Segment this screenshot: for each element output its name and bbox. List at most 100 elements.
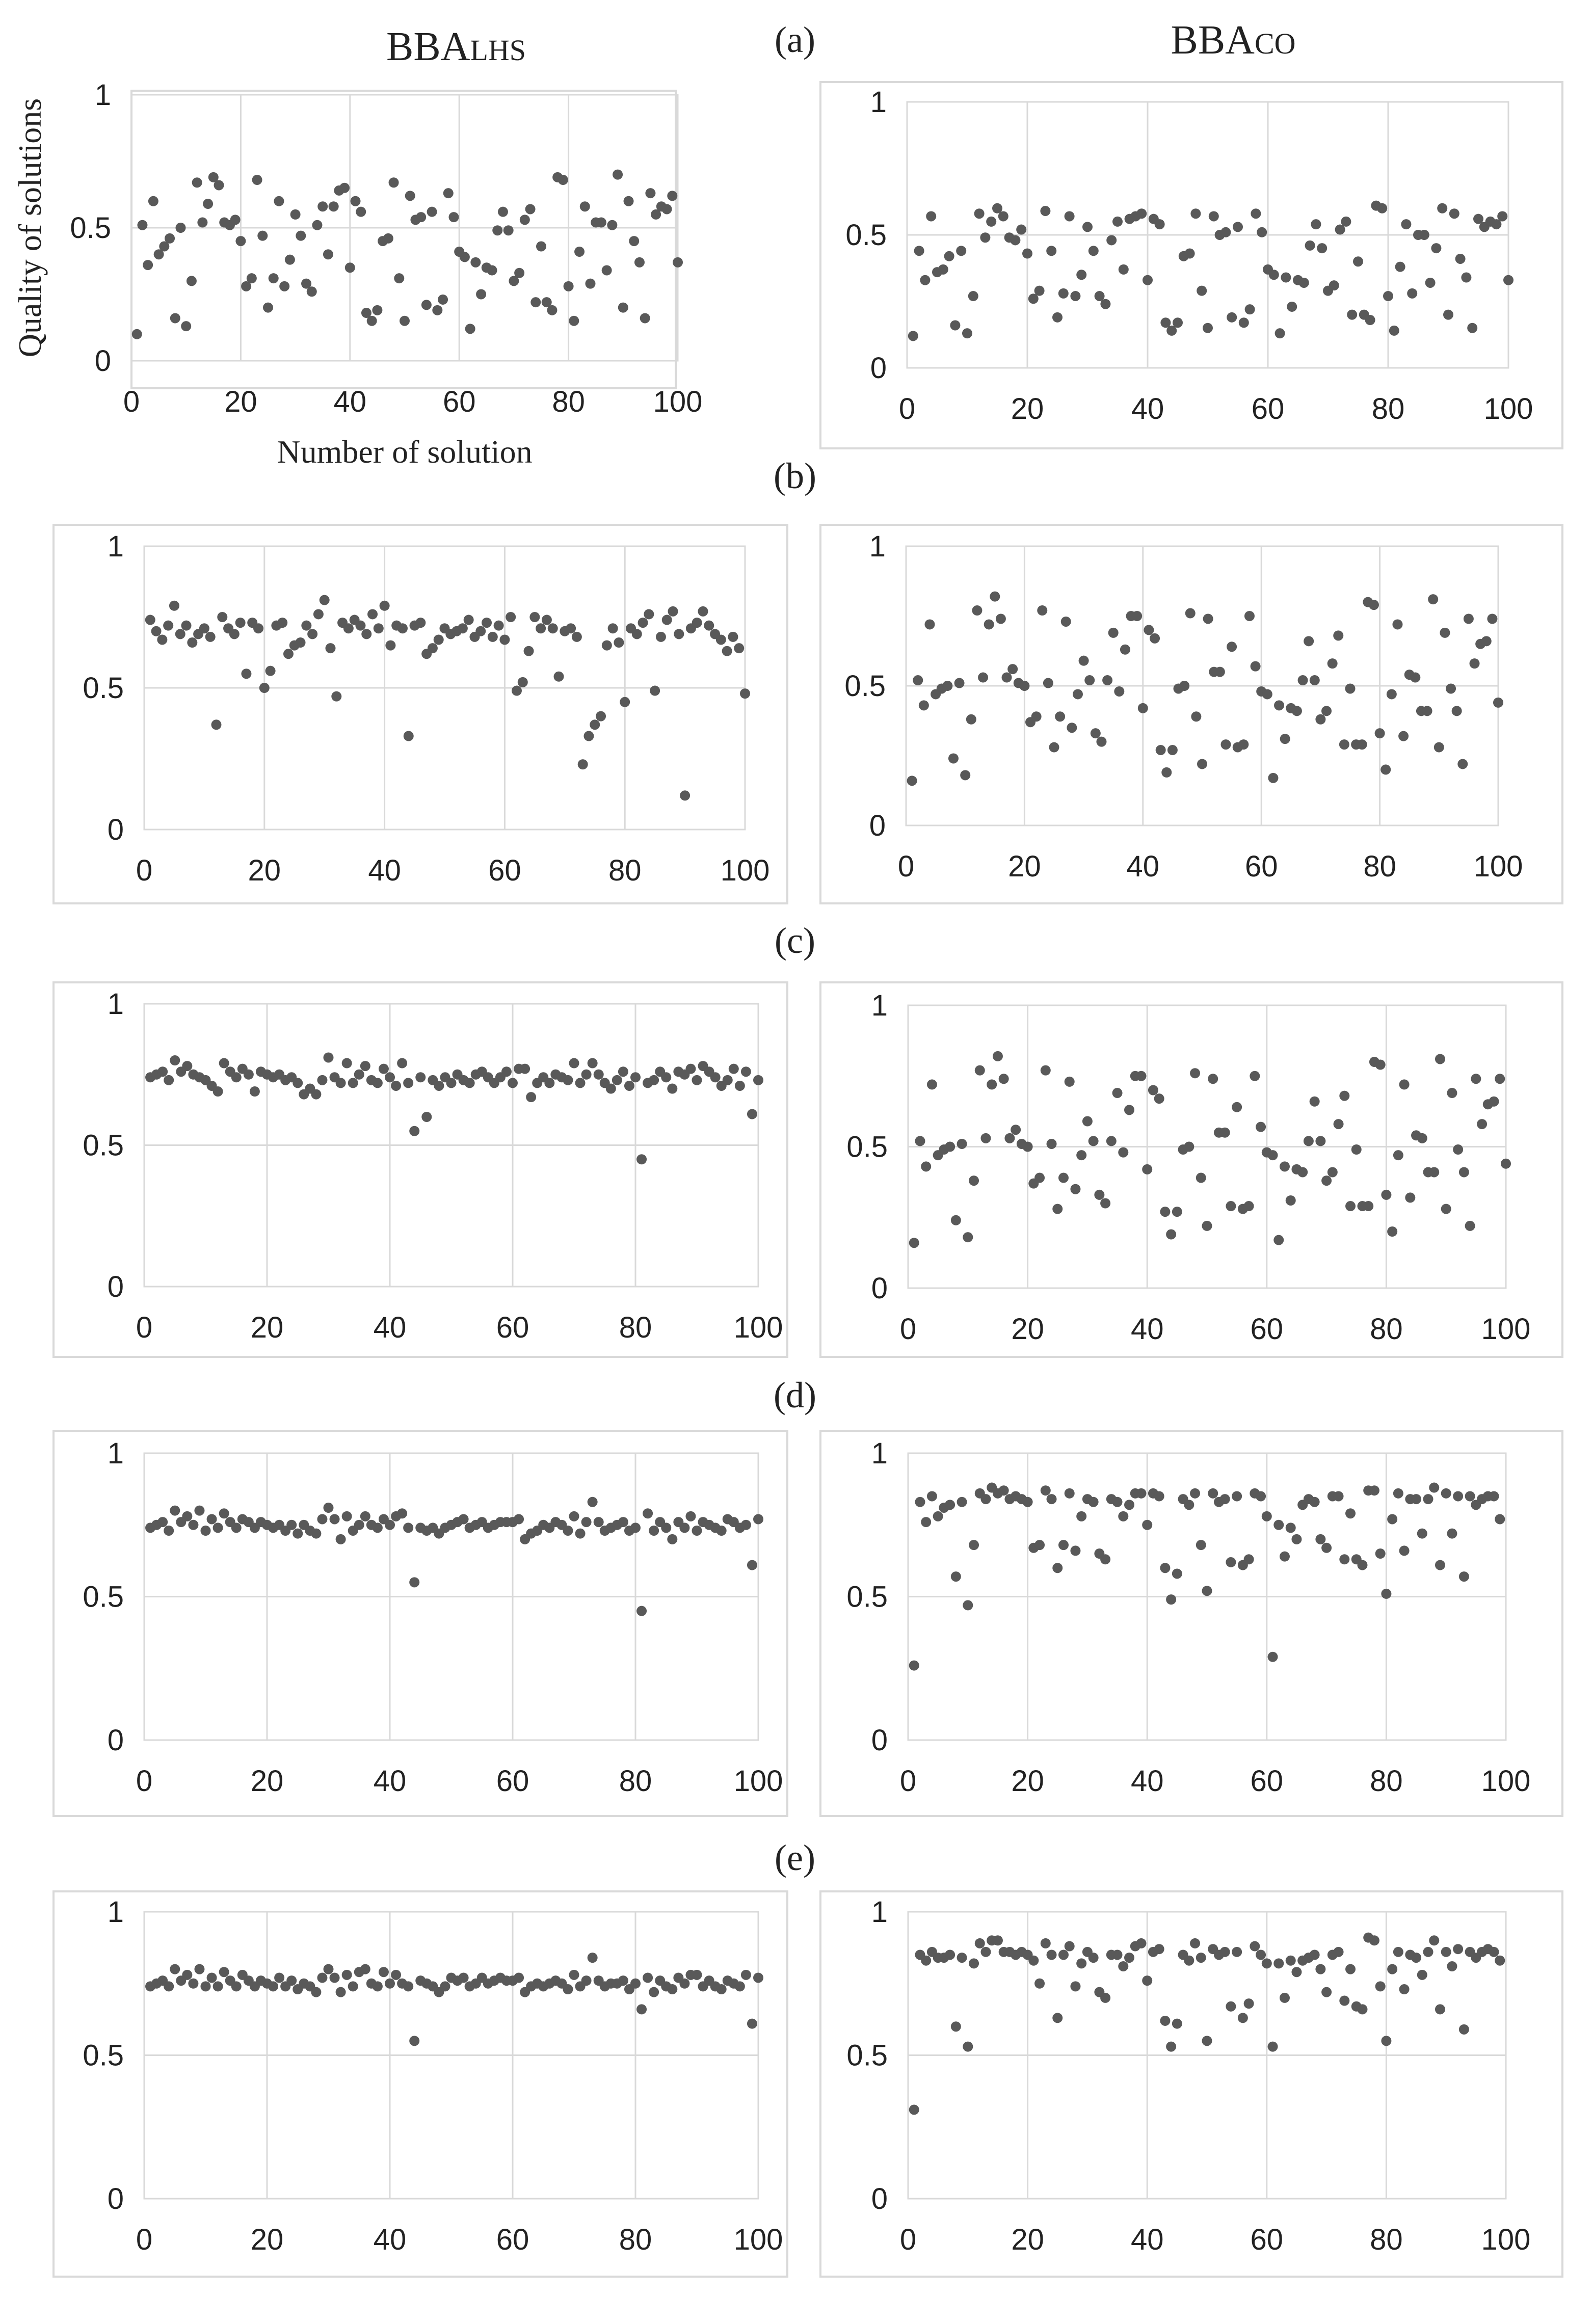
data-point <box>1431 243 1442 254</box>
data-point <box>1112 216 1123 227</box>
data-point <box>907 776 917 786</box>
data-point <box>980 1494 991 1505</box>
chart-frame <box>819 81 1563 449</box>
data-point <box>956 246 967 256</box>
x-tick-label: 20 <box>1011 1765 1044 1798</box>
data-point <box>519 215 530 225</box>
x-tick-label: 80 <box>552 385 585 418</box>
data-point <box>1106 1136 1117 1146</box>
data-point <box>1184 1141 1194 1152</box>
data-point <box>335 1987 346 1997</box>
data-point <box>1458 1167 1469 1178</box>
data-point <box>1327 1167 1338 1178</box>
data-point <box>1267 1150 1278 1161</box>
x-tick-label: 20 <box>251 2223 284 2256</box>
data-point <box>1226 1201 1236 1212</box>
data-point <box>526 1092 537 1103</box>
data-point <box>728 1063 739 1074</box>
x-tick-label: 20 <box>1011 392 1044 425</box>
data-point <box>335 1534 346 1544</box>
data-point <box>199 623 209 634</box>
data-point <box>328 201 339 212</box>
column-title-co-sub: CO <box>1255 27 1296 60</box>
data-point <box>329 1514 340 1525</box>
chart-frame <box>130 90 677 389</box>
x-tick-label: 80 <box>1370 2223 1403 2256</box>
data-point <box>649 1987 659 1997</box>
data-point <box>1064 211 1075 222</box>
data-point <box>1440 627 1450 638</box>
data-point <box>623 196 634 206</box>
data-point <box>1112 1949 1123 1960</box>
x-tick-label: 40 <box>374 1311 407 1344</box>
data-point <box>1088 1136 1099 1146</box>
data-point <box>620 697 630 707</box>
data-point <box>499 634 510 645</box>
data-point <box>361 629 372 639</box>
y-tick-label: 0 <box>870 352 887 385</box>
data-point <box>373 623 384 634</box>
data-point <box>231 1522 242 1533</box>
data-point <box>1166 1594 1177 1605</box>
data-point <box>986 216 997 227</box>
data-point <box>909 1238 919 1248</box>
data-point <box>1120 644 1130 655</box>
data-point <box>974 1065 985 1076</box>
data-point <box>372 1078 383 1088</box>
data-point <box>541 615 552 625</box>
data-point <box>1315 1136 1326 1146</box>
data-point <box>1203 613 1213 624</box>
data-point <box>331 691 342 702</box>
data-point <box>1321 1542 1332 1553</box>
data-point <box>1327 658 1338 669</box>
data-point <box>1232 1102 1242 1112</box>
data-point <box>1303 1136 1314 1146</box>
data-point <box>1428 594 1439 605</box>
data-point <box>1064 1488 1075 1499</box>
data-point <box>348 1981 358 1992</box>
data-point <box>1417 1133 1427 1143</box>
data-point <box>1268 270 1279 280</box>
data-point <box>175 629 185 639</box>
data-point <box>638 618 648 628</box>
data-point <box>197 217 208 228</box>
data-point <box>1433 742 1444 753</box>
data-point <box>143 260 153 271</box>
data-point <box>618 302 628 313</box>
data-point <box>1154 1944 1164 1955</box>
data-point <box>509 276 519 286</box>
data-point <box>145 615 155 625</box>
data-point <box>213 1522 223 1533</box>
chart-frame <box>52 524 788 904</box>
data-point <box>1285 1955 1296 1966</box>
data-point <box>980 1133 991 1143</box>
data-point <box>1232 1491 1242 1502</box>
data-point <box>680 790 691 801</box>
data-point <box>692 1969 702 1980</box>
data-point <box>1043 678 1053 688</box>
data-point <box>1381 1189 1392 1200</box>
data-point <box>493 620 504 631</box>
data-point <box>557 175 568 185</box>
y-tick-label: 0.5 <box>83 672 124 705</box>
data-point <box>945 1141 955 1152</box>
data-point <box>1219 1127 1230 1138</box>
data-point <box>1160 2015 1171 2026</box>
data-point <box>963 1232 973 1243</box>
data-point <box>214 180 224 191</box>
data-point <box>966 714 976 725</box>
data-point <box>1202 1220 1212 1231</box>
data-point <box>355 620 366 631</box>
data-point <box>1345 1964 1356 1974</box>
data-point <box>667 191 678 201</box>
data-point <box>1031 711 1042 722</box>
data-point <box>1022 248 1032 259</box>
data-point <box>1501 1158 1511 1169</box>
data-point <box>1028 293 1039 304</box>
x-tick-label: 40 <box>1131 392 1164 425</box>
data-point <box>323 1964 334 1974</box>
data-point <box>1401 219 1412 230</box>
data-point <box>1046 1138 1057 1149</box>
data-point <box>1190 1938 1201 1948</box>
data-point <box>630 1072 641 1083</box>
